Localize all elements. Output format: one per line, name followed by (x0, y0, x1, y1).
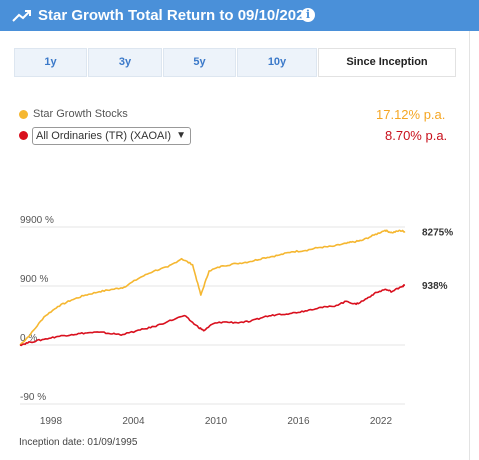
tab-3y[interactable]: 3y (88, 48, 162, 77)
period-tabs: 1y 3y 5y 10y Since Inception (14, 48, 456, 77)
x-tick-label: 1998 (40, 416, 63, 427)
tab-10y[interactable]: 10y (237, 48, 317, 77)
tab-1y[interactable]: 1y (14, 48, 87, 77)
info-icon[interactable]: i (301, 8, 315, 22)
benchmark-color-dot (19, 131, 28, 140)
fund-color-dot (19, 110, 28, 119)
y-tick-label: 0 % (20, 333, 37, 344)
performance-card (0, 31, 470, 460)
chevron-down-icon: ▼ (176, 130, 186, 141)
x-tick-label: 2010 (205, 416, 228, 427)
fund-series-line (19, 229, 406, 346)
performance-chart: 9900 % 900 % 0 % -90 % 1998 2004 2010 2016 2022 8… (19, 215, 453, 427)
fund-return-value: 17.12% p.a. (376, 107, 446, 122)
y-tick-label: -90 % (20, 392, 46, 403)
fund-label: Star Growth Stocks (33, 108, 128, 120)
trend-up-icon (12, 10, 31, 22)
tab-since-inception[interactable]: Since Inception (318, 48, 456, 77)
x-tick-label: 2022 (370, 416, 393, 427)
inception-date: Inception date: 01/09/1995 (19, 437, 138, 448)
y-tick-label: 900 % (20, 274, 48, 285)
header-bar: Star Growth Total Return to 09/10/2023 i (0, 0, 479, 31)
benchmark-select[interactable]: All Ordinaries (TR) (XAOAI) ▼ (32, 127, 191, 145)
legend-benchmark: All Ordinaries (TR) (XAOAI) ▼ (19, 127, 219, 145)
benchmark-return-value: 8.70% p.a. (385, 128, 448, 143)
legend-fund: Star Growth Stocks (19, 106, 459, 124)
benchmark-series-line (19, 284, 406, 347)
page-title: Star Growth Total Return to 09/10/2023 (38, 7, 313, 24)
tab-5y[interactable]: 5y (163, 48, 236, 77)
x-tick-label: 2016 (287, 416, 310, 427)
benchmark-select-value: All Ordinaries (TR) (XAOAI) (36, 130, 172, 142)
fund-end-label: 8275% (422, 228, 453, 239)
benchmark-end-label: 938% (422, 281, 448, 292)
x-tick-label: 2004 (122, 416, 145, 427)
y-tick-label: 9900 % (20, 215, 54, 226)
